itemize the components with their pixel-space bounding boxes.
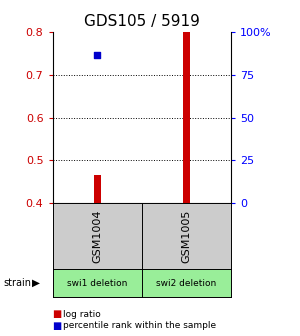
- Text: ▶: ▶: [32, 278, 40, 288]
- Text: GSM1005: GSM1005: [182, 209, 191, 263]
- Text: strain: strain: [3, 278, 31, 288]
- Bar: [183, 32, 190, 203]
- Title: GDS105 / 5919: GDS105 / 5919: [84, 14, 200, 29]
- Point: [95, 53, 100, 58]
- Text: ■: ■: [52, 321, 62, 331]
- Text: GSM1004: GSM1004: [92, 209, 102, 263]
- Bar: [94, 175, 101, 203]
- Text: swi1 deletion: swi1 deletion: [67, 279, 127, 288]
- Text: swi2 deletion: swi2 deletion: [156, 279, 217, 288]
- Text: percentile rank within the sample: percentile rank within the sample: [63, 322, 216, 330]
- Text: ■: ■: [52, 309, 62, 319]
- Text: log ratio: log ratio: [63, 310, 101, 319]
